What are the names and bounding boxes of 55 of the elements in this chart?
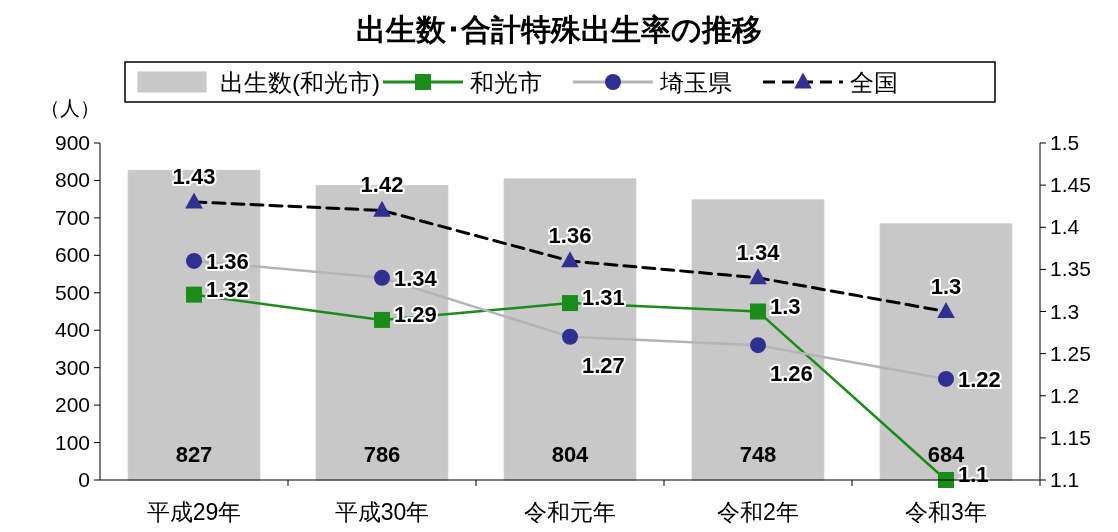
data-label: 1.3	[770, 293, 801, 319]
point	[186, 286, 202, 303]
data-label: 748	[739, 442, 777, 467]
y-tick-label: 100	[54, 430, 90, 454]
bar	[879, 223, 1013, 481]
x-tick-label: 令和元年	[524, 499, 616, 525]
y-tick-label: 900	[54, 131, 90, 154]
data-label: 1.42	[360, 172, 404, 198]
data-label: 1.3	[930, 273, 962, 299]
y-tick-label: 800	[54, 168, 90, 192]
legend-label: 埼玉県	[659, 69, 732, 96]
point	[750, 303, 766, 320]
legend-label: 全国	[850, 69, 898, 96]
data-label: 1.27	[582, 352, 625, 378]
data-label: 804	[551, 442, 590, 467]
data-label: 786	[363, 442, 401, 467]
point	[374, 311, 390, 328]
y2-tick-label: 1.2	[1050, 383, 1080, 407]
y2-tick-label: 1.5	[1050, 131, 1080, 154]
y-tick-label: 400	[54, 318, 90, 342]
x-tick-label: 平成30年	[334, 499, 430, 525]
x-tick-label: 令和3年	[905, 499, 987, 525]
data-label: 1.43	[172, 163, 216, 189]
data-label: 1.34	[394, 265, 438, 291]
x-tick-label: 平成29年	[146, 499, 242, 525]
data-label: 1.34	[736, 239, 781, 265]
y2-tick-label: 1.25	[1050, 341, 1091, 365]
point	[562, 295, 578, 312]
data-label: 1.31	[582, 285, 625, 311]
data-label: 827	[175, 442, 213, 467]
legend-label: 出生数(和光市)	[220, 69, 380, 96]
y2-tick-label: 1.3	[1050, 299, 1080, 323]
x-tick-label: 令和2年	[717, 499, 799, 525]
y2-tick-label: 1.15	[1050, 425, 1091, 449]
data-label: 1.32	[206, 276, 249, 302]
chart-title: 出生数･合計特殊出生率の推移	[356, 13, 762, 46]
data-label: 1.22	[958, 366, 1001, 392]
bar	[503, 178, 637, 481]
y-tick-label: 0	[78, 468, 90, 491]
data-label: 1.36	[548, 222, 592, 248]
y-tick-label: 500	[54, 280, 90, 304]
y2-tick-label: 1.45	[1050, 173, 1091, 197]
y2-tick-label: 1.35	[1050, 257, 1091, 281]
data-label: 1.26	[770, 361, 813, 387]
y-tick-label: 700	[54, 205, 90, 229]
legend-label: 和光市	[470, 69, 542, 96]
bar	[691, 199, 825, 481]
y2-tick-label: 1.1	[1050, 468, 1080, 491]
data-label: 1.36	[206, 248, 249, 274]
y-axis-title: （人）	[40, 97, 100, 119]
y2-tick-label: 1.4	[1050, 215, 1080, 239]
bar	[127, 169, 261, 481]
y-tick-label: 300	[54, 355, 90, 379]
y-tick-label: 200	[54, 393, 90, 417]
y-tick-label: 600	[54, 243, 90, 267]
